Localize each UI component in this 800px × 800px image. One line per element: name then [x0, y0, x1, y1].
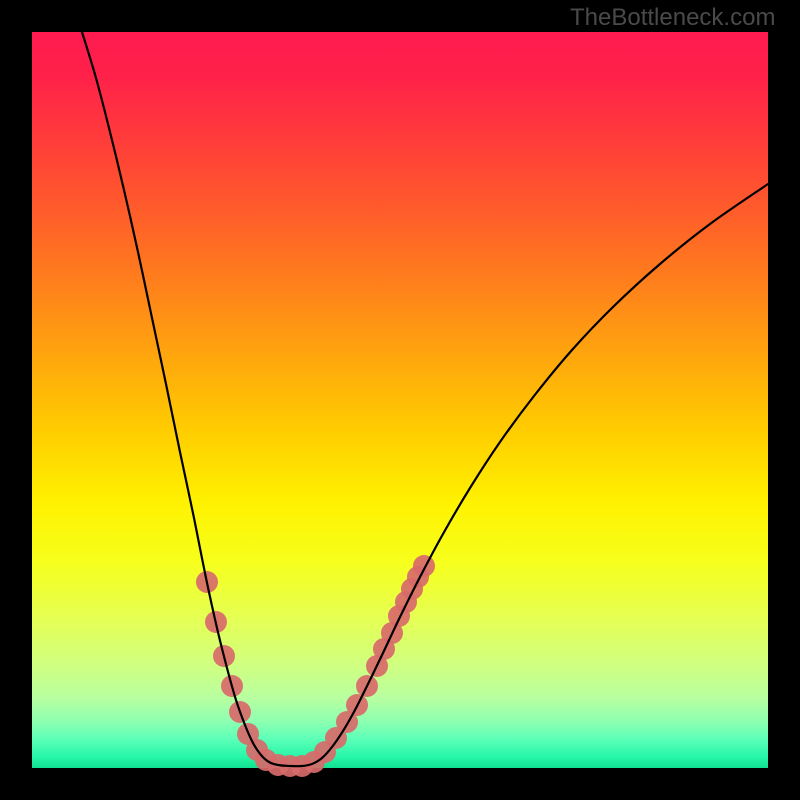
data-marker [413, 555, 435, 577]
chart-svg [0, 0, 800, 800]
watermark-text: TheBottleneck.com [570, 4, 775, 32]
gradient-background [32, 32, 768, 768]
chart-container: TheBottleneck.com [0, 0, 800, 800]
